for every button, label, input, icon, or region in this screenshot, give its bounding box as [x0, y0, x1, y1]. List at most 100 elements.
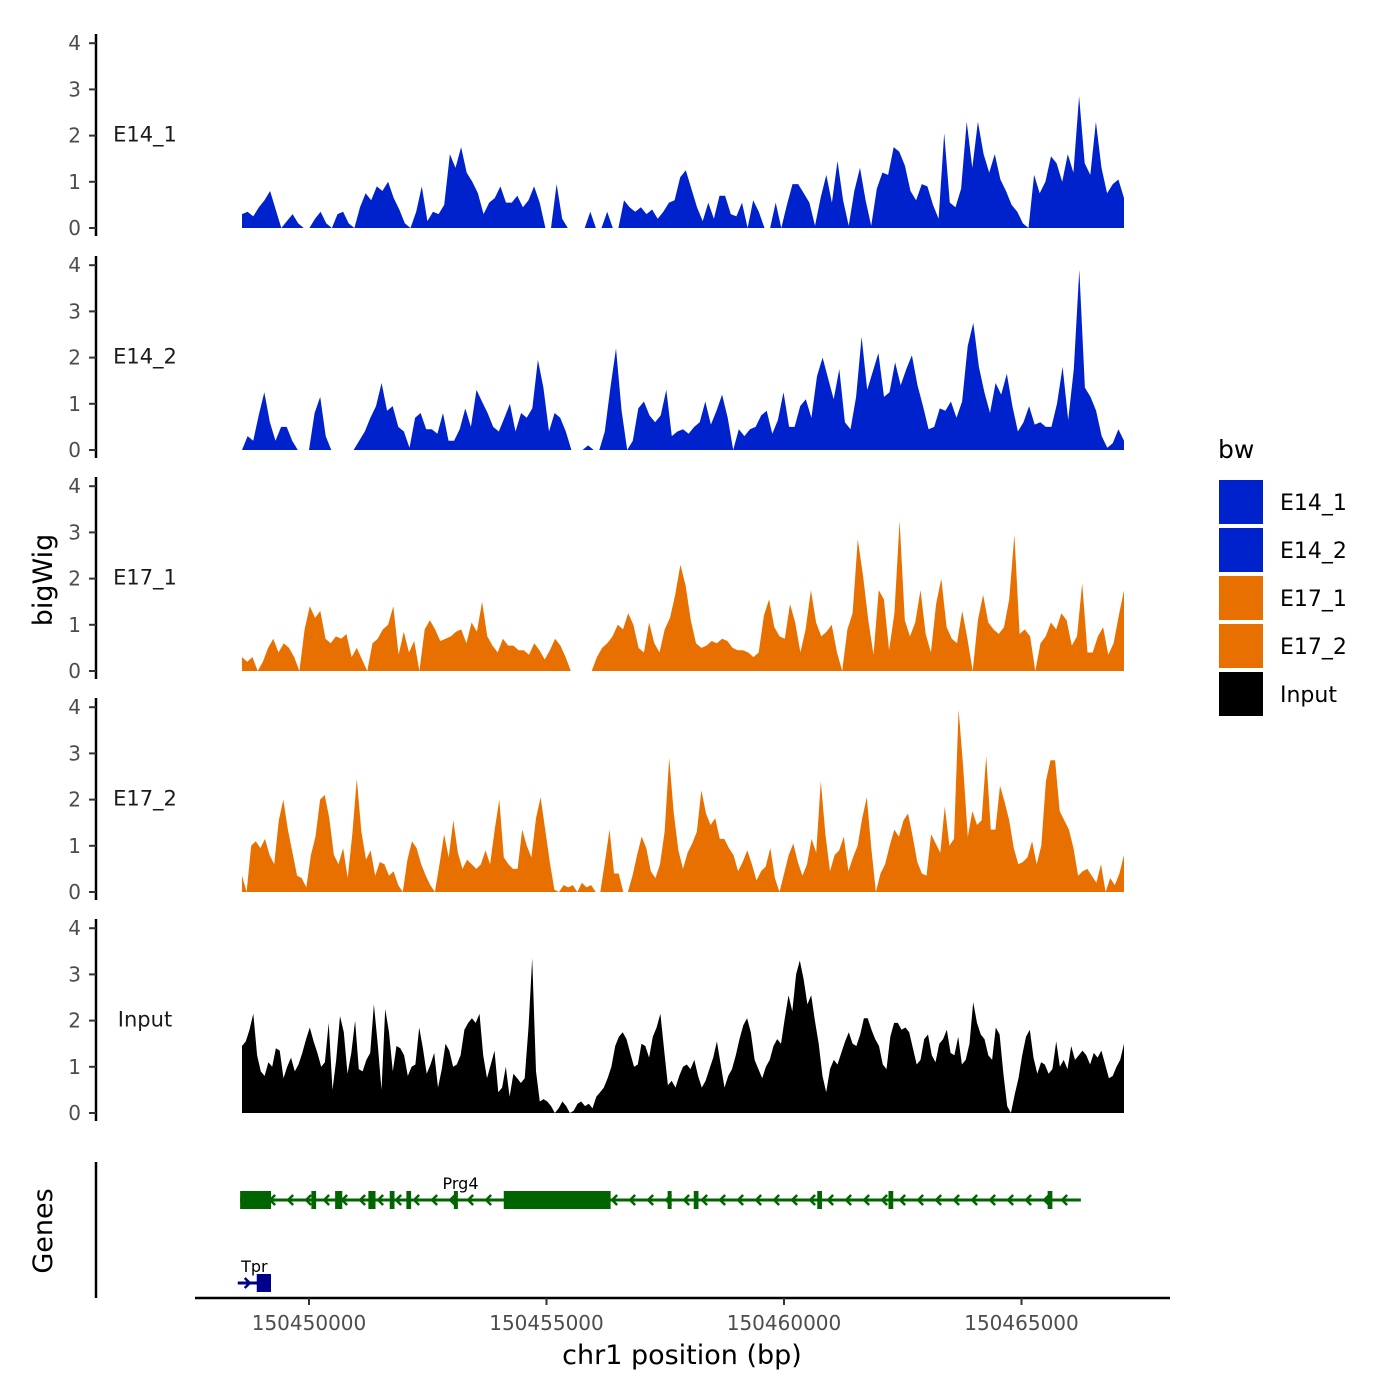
- legend: bw E14_1 E14_2 E17_1 E17_2 Input: [1218, 435, 1347, 716]
- track-label: E14_2: [113, 345, 177, 370]
- strand-arrow: [682, 1194, 691, 1206]
- y-tick-label: 4: [68, 916, 81, 940]
- gene-exon: [503, 1191, 611, 1209]
- strand-arrow: [466, 1194, 475, 1206]
- gene-exon: [311, 1191, 317, 1209]
- strand-arrow: [808, 1194, 817, 1206]
- track-input: 0 1 2 3 4 Input: [68, 916, 1124, 1125]
- gene-exon: [667, 1191, 672, 1209]
- legend-item-input: Input: [1219, 672, 1337, 716]
- y-tick-label: 4: [68, 253, 81, 277]
- y-tick-label: 4: [68, 474, 81, 498]
- signal-area: [242, 709, 1124, 892]
- gene-exon: [453, 1191, 458, 1209]
- y-tick-label: 0: [68, 880, 81, 904]
- y-tick-label: 3: [68, 520, 81, 544]
- gene-exon: [1047, 1191, 1053, 1209]
- track-e14-1: 0 1 2 3 4 E14_1: [68, 31, 1124, 240]
- legend-item-e14-2: E14_2: [1219, 528, 1347, 572]
- strand-arrow: [988, 1194, 997, 1206]
- strand-arrow: [484, 1194, 493, 1206]
- strand-arrow: [736, 1194, 745, 1206]
- x-tick-label: 150460000: [727, 1311, 842, 1335]
- gene-exon: [368, 1191, 376, 1209]
- strand-arrow: [718, 1194, 727, 1206]
- gene-exon: [888, 1191, 894, 1209]
- x-tick-label: 150450000: [252, 1311, 367, 1335]
- y-tick-label: 0: [68, 438, 81, 462]
- y-tick-label: 1: [68, 1055, 81, 1079]
- legend-swatch: [1219, 576, 1263, 620]
- y-axis-title: bigWig: [28, 534, 59, 627]
- strand-arrow: [376, 1194, 385, 1206]
- legend-label: E17_2: [1280, 635, 1347, 660]
- gene-prg4: Prg4: [240, 1174, 1081, 1209]
- strand-arrow: [646, 1194, 655, 1206]
- gene-tpr: Tpr: [237, 1257, 271, 1292]
- gene-exon: [256, 1274, 271, 1292]
- track-label: E14_1: [113, 123, 177, 148]
- strand-arrow: [243, 1277, 252, 1289]
- y-tick-label: 0: [68, 216, 81, 240]
- gene-exon: [406, 1191, 412, 1209]
- genes-panel: Genes Prg4 Tpr: [28, 1162, 1081, 1298]
- y-tick-label: 0: [68, 659, 81, 683]
- y-tick-label: 1: [68, 613, 81, 637]
- strand-arrow: [430, 1194, 439, 1206]
- legend-title: bw: [1218, 435, 1254, 464]
- genes-panel-title: Genes: [28, 1188, 59, 1273]
- track-label: E17_2: [113, 787, 177, 812]
- y-tick-label: 0: [68, 1101, 81, 1125]
- strand-arrow: [952, 1194, 961, 1206]
- strand-arrow: [412, 1194, 421, 1206]
- gene-label: Prg4: [443, 1174, 479, 1193]
- gene-exon: [389, 1191, 395, 1209]
- gene-models: Prg4 Tpr: [237, 1174, 1081, 1292]
- strand-arrow: [862, 1194, 871, 1206]
- legend-entries: E14_1 E14_2 E17_1 E17_2 Input: [1219, 480, 1347, 716]
- signal-tracks: 0 1 2 3 4 E14_1 0 1 2 3 4 E14_2 0 1 2 3 4 E17_1 0 1 2 3 4 E17_2…: [68, 31, 1124, 1125]
- track-e17-1: 0 1 2 3 4 E17_1: [68, 474, 1124, 683]
- y-tick-label: 3: [68, 741, 81, 765]
- y-tick-label: 1: [68, 834, 81, 858]
- strand-arrow: [1006, 1194, 1015, 1206]
- legend-swatch: [1219, 480, 1263, 524]
- track-e17-2: 0 1 2 3 4 E17_2: [68, 695, 1124, 904]
- signal-area: [242, 269, 1124, 450]
- y-tick-label: 3: [68, 962, 81, 986]
- y-tick-label: 1: [68, 170, 81, 194]
- y-tick-label: 2: [68, 124, 81, 148]
- strand-arrow: [358, 1194, 367, 1206]
- x-axis: 150450000 150455000 150460000 150465000: [195, 1296, 1170, 1335]
- y-tick-label: 2: [68, 346, 81, 370]
- y-tick-label: 3: [68, 77, 81, 101]
- legend-label: E14_2: [1280, 539, 1347, 564]
- strand-arrow: [790, 1194, 799, 1206]
- signal-area: [242, 520, 1124, 671]
- strand-arrow: [628, 1194, 637, 1206]
- strand-arrow: [610, 1194, 619, 1206]
- strand-arrow: [934, 1194, 943, 1206]
- legend-swatch: [1219, 624, 1263, 668]
- legend-label: Input: [1280, 683, 1337, 708]
- strand-arrow: [898, 1194, 907, 1206]
- strand-arrow: [322, 1194, 331, 1206]
- legend-item-e14-1: E14_1: [1219, 480, 1347, 524]
- legend-item-e17-2: E17_2: [1219, 624, 1347, 668]
- legend-label: E17_1: [1280, 587, 1347, 612]
- x-axis-ticks: 150450000 150455000 150460000 150465000: [252, 1298, 1079, 1335]
- x-axis-title: chr1 position (bp): [562, 1340, 802, 1371]
- gene-exon: [240, 1191, 271, 1209]
- legend-swatch: [1219, 672, 1263, 716]
- strand-arrow: [880, 1194, 889, 1206]
- track-label: E17_1: [113, 566, 177, 591]
- strand-arrow: [448, 1194, 457, 1206]
- y-tick-label: 4: [68, 31, 81, 55]
- strand-arrow: [826, 1194, 835, 1206]
- strand-arrow: [700, 1194, 709, 1206]
- y-tick-label: 1: [68, 392, 81, 416]
- strand-arrow: [1024, 1194, 1033, 1206]
- strand-arrow: [304, 1194, 313, 1206]
- signal-area: [242, 958, 1124, 1113]
- y-tick-label: 2: [68, 567, 81, 591]
